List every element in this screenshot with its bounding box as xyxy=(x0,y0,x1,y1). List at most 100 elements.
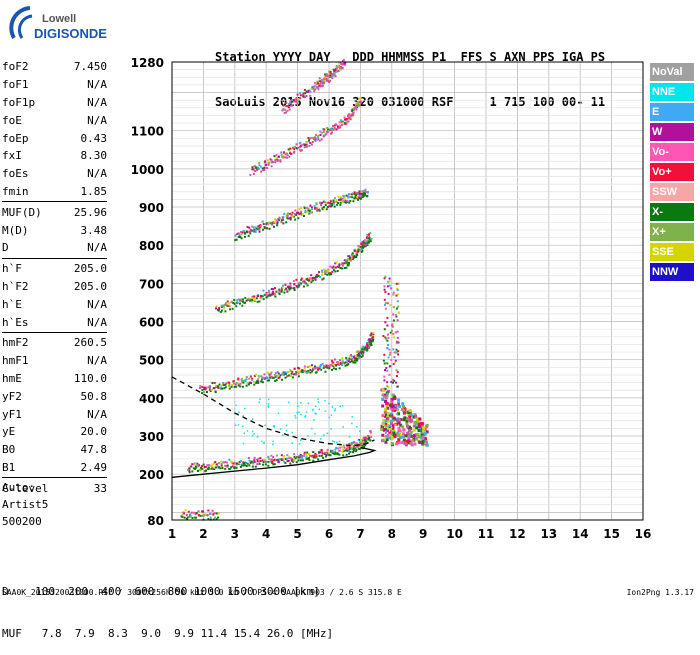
echo-point xyxy=(382,429,385,432)
echo-point xyxy=(338,198,340,201)
echo-point xyxy=(252,226,255,229)
echo-point xyxy=(425,430,429,434)
echo-point xyxy=(232,302,235,304)
echo-point xyxy=(201,386,204,389)
param-name: fmin xyxy=(2,184,29,198)
echo-point xyxy=(298,370,301,373)
echo-point xyxy=(355,102,358,105)
echo-point xyxy=(258,300,261,303)
echo-point xyxy=(395,294,398,297)
echo-point xyxy=(271,223,274,226)
echo-point xyxy=(307,402,310,404)
echo-point xyxy=(193,463,196,466)
param-value: N/A xyxy=(87,95,107,109)
echo-point xyxy=(392,424,395,427)
echo-point xyxy=(318,454,321,457)
echo-point xyxy=(331,450,334,453)
echo-point xyxy=(329,202,332,205)
echo-point xyxy=(391,428,395,432)
echo-point xyxy=(368,436,371,439)
echo-point xyxy=(257,382,260,384)
echo-point xyxy=(298,213,301,215)
echo-point xyxy=(335,364,338,367)
echo-point xyxy=(275,375,278,377)
echo-point xyxy=(237,236,240,238)
echo-point xyxy=(190,465,193,468)
echo-point xyxy=(323,268,326,271)
echo-point xyxy=(352,200,355,203)
y-tick-label: 1000 xyxy=(131,163,164,177)
echo-point xyxy=(342,121,345,124)
echo-point xyxy=(384,415,386,418)
echo-point xyxy=(367,236,370,238)
echo-point xyxy=(252,172,255,175)
echo-point xyxy=(289,152,292,155)
echo-point xyxy=(219,311,222,314)
echo-point xyxy=(358,441,361,444)
echo-point xyxy=(315,206,318,209)
echo-point xyxy=(194,466,197,469)
echo-point xyxy=(335,261,338,264)
param-row: hmE 110.0 xyxy=(2,370,107,388)
echo-point xyxy=(304,416,306,418)
echo-point xyxy=(347,259,350,262)
echo-point xyxy=(212,513,215,515)
echo-point xyxy=(290,214,293,216)
echo-point xyxy=(336,452,339,455)
echo-point xyxy=(359,195,362,197)
echo-point xyxy=(273,373,276,376)
echo-point xyxy=(355,192,358,194)
echo-point xyxy=(399,418,403,422)
echo-point xyxy=(245,376,248,378)
echo-point xyxy=(343,116,346,119)
echo-point xyxy=(362,242,365,245)
echo-point xyxy=(263,377,266,379)
echo-point xyxy=(325,208,328,211)
echo-point xyxy=(201,514,204,517)
legend-entry: NNW xyxy=(650,263,694,281)
echo-point xyxy=(188,471,191,474)
echo-point xyxy=(283,212,286,215)
echo-point xyxy=(361,346,364,349)
echo-point xyxy=(277,372,280,375)
echo-point xyxy=(392,333,395,336)
echo-point xyxy=(286,214,289,217)
echo-point xyxy=(369,339,372,342)
echo-point xyxy=(228,387,231,390)
echo-point xyxy=(312,136,315,139)
echo-point xyxy=(314,412,316,415)
echo-point xyxy=(333,197,336,200)
echo-point xyxy=(317,401,320,403)
echo-point xyxy=(314,84,317,87)
echo-point xyxy=(353,191,356,194)
echo-point xyxy=(335,70,338,73)
echo-point xyxy=(282,108,285,111)
echo-point xyxy=(401,435,405,439)
echo-point xyxy=(323,128,326,131)
echo-point xyxy=(260,295,262,298)
echo-point xyxy=(289,102,292,105)
legend-entry: E xyxy=(650,103,694,121)
echo-point xyxy=(367,241,370,244)
echo-point xyxy=(307,457,310,460)
echo-point xyxy=(305,210,308,213)
echo-point xyxy=(387,280,390,283)
echo-point xyxy=(388,365,391,368)
echo-point xyxy=(335,266,337,269)
echo-point xyxy=(276,459,279,461)
echo-point xyxy=(288,457,291,460)
echo-point xyxy=(188,469,191,472)
echo-point xyxy=(277,460,280,463)
param-row: h`F 205.0 xyxy=(2,260,107,278)
echo-point xyxy=(281,219,283,222)
echo-point xyxy=(317,458,320,461)
echo-point xyxy=(421,441,425,445)
echo-point xyxy=(386,324,389,327)
echo-point xyxy=(328,81,331,83)
echo-point xyxy=(359,447,362,450)
echo-point xyxy=(385,428,389,432)
echo-point xyxy=(397,350,400,353)
echo-point xyxy=(387,344,389,346)
echo-point xyxy=(359,197,362,200)
echo-point xyxy=(352,447,355,450)
